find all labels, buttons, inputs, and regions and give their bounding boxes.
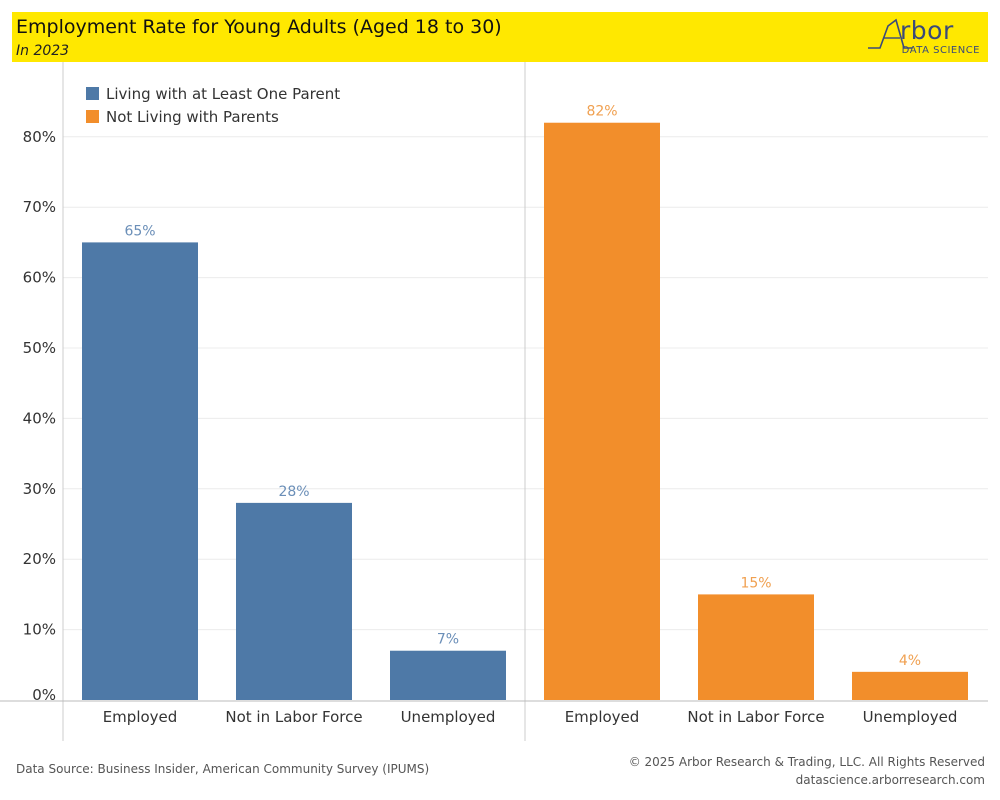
category-label: Unemployed [401,708,496,726]
data-label: 7% [437,632,459,648]
legend-label: Not Living with Parents [106,108,279,126]
y-tick-label: 20% [23,550,56,568]
y-tick-label: 50% [23,339,56,357]
legend-swatch [86,110,99,123]
data-label: 82% [586,104,617,120]
data-label: 15% [740,575,771,591]
bar [544,122,660,701]
category-label: Employed [565,708,640,726]
category-label: Employed [103,708,178,726]
data-label: 4% [899,653,921,669]
legend-swatch [86,87,99,100]
chart-title: Employment Rate for Young Adults (Aged 1… [16,16,502,38]
logo-subtitle: DATA SCIENCE [901,45,980,56]
copyright-block: © 2025 Arbor Research & Trading, LLC. Al… [629,753,985,789]
logo-word: rbor [900,16,954,45]
category-label: Not in Labor Force [225,708,362,726]
y-tick-label: 80% [23,128,56,146]
copyright-text: © 2025 Arbor Research & Trading, LLC. Al… [628,755,985,769]
y-tick-label: 0% [32,686,56,704]
data-label: 65% [124,223,155,239]
bar [852,671,968,700]
bar [236,502,352,700]
category-label: Not in Labor Force [687,708,824,726]
bar [390,650,506,700]
arbor-logo: rbor DATA SCIENCE [866,14,982,60]
legend-label: Living with at Least One Parent [106,85,340,103]
y-tick-label: 70% [23,198,56,216]
title-banner: Employment Rate for Young Adults (Aged 1… [12,12,988,62]
y-tick-label: 40% [23,409,56,427]
chart-subtitle: In 2023 [16,43,70,59]
data-label: 28% [278,484,309,500]
site-url: datascience.arborresearch.com [795,773,985,787]
bar [82,242,198,700]
y-tick-label: 10% [23,621,56,639]
y-tick-label: 30% [23,480,56,498]
bar-chart: 0% 10% 20% 30% 40% 50% 60% 70% 80% 65% Employed 28%… [0,62,988,741]
y-tick-label: 60% [23,269,56,287]
data-source: Data Source: Business Insider, American … [16,762,430,776]
bar [698,594,814,700]
category-label: Unemployed [863,708,958,726]
arbor-logo-mark-icon [868,18,912,49]
